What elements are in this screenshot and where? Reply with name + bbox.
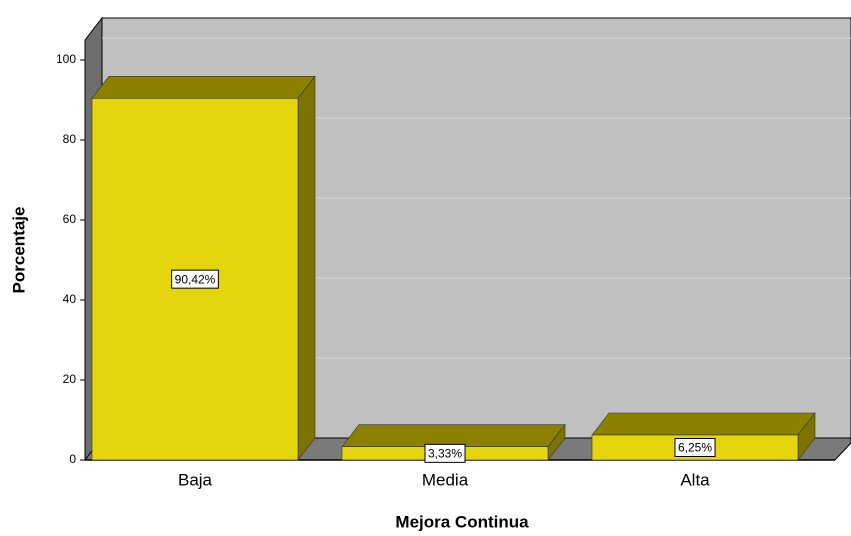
y-tick-label: 60 bbox=[63, 212, 77, 226]
bar-top bbox=[341, 424, 566, 447]
value-label: 6,25% bbox=[678, 441, 712, 455]
y-tick-label: 0 bbox=[69, 452, 76, 466]
value-label-box bbox=[171, 269, 219, 289]
bar-top bbox=[591, 412, 816, 436]
x-tick-label: Alta bbox=[680, 470, 710, 489]
y-tick-label: 80 bbox=[63, 132, 77, 146]
bar-top bbox=[91, 76, 316, 99]
x-axis-title: Mejora Continua bbox=[395, 512, 529, 531]
value-label: 90,42% bbox=[175, 272, 216, 286]
x-tick-label: Baja bbox=[178, 470, 213, 489]
y-tick-label: 100 bbox=[56, 52, 76, 66]
value-label: 3,33% bbox=[428, 447, 462, 461]
y-axis-title: Porcentaje bbox=[9, 207, 28, 294]
y-tick-label: 40 bbox=[63, 292, 77, 306]
value-label-box bbox=[674, 438, 716, 457]
value-label-box bbox=[424, 443, 466, 463]
x-tick-label: Media bbox=[422, 470, 469, 489]
y-tick-label: 20 bbox=[63, 372, 77, 386]
bar-side bbox=[297, 75, 316, 461]
